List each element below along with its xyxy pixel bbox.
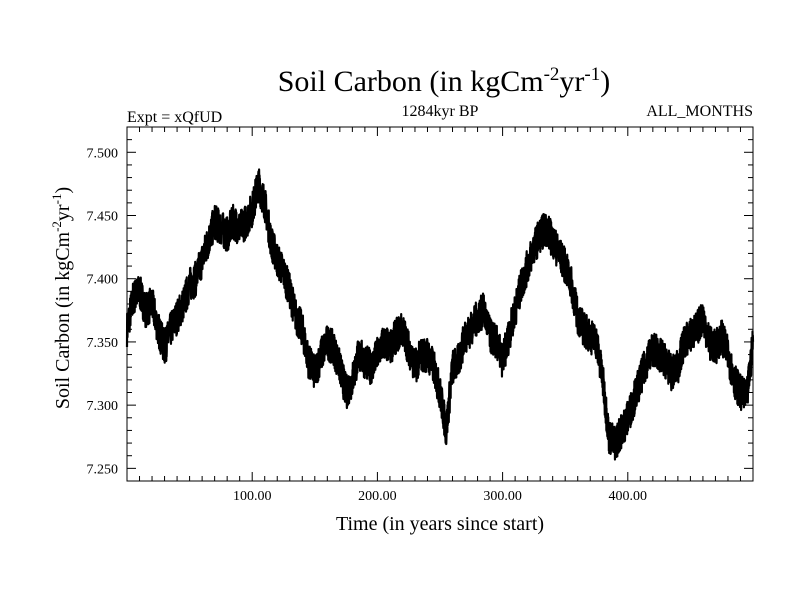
x-tick-label: 100.00 <box>233 489 272 504</box>
experiment-label: Expt = xQfUD <box>127 109 222 126</box>
y-tick-label: 7.500 <box>87 146 119 161</box>
soil-carbon-series-line <box>125 168 755 461</box>
y-tick-label: 7.250 <box>87 462 119 477</box>
y-tick-label: 7.400 <box>87 273 119 288</box>
x-tick-label: 300.00 <box>483 489 522 504</box>
chart-title: Soil Carbon (in kgCm-2yr-1) <box>278 64 611 98</box>
x-tick-label: 400.00 <box>609 489 648 504</box>
y-tick-label: 7.350 <box>87 336 119 351</box>
y-tick-label: 7.450 <box>87 210 119 225</box>
x-tick-label: 200.00 <box>358 489 397 504</box>
plot-frame <box>126 126 754 482</box>
time-period-label: 1284kyr BP <box>402 103 479 120</box>
axis-ticks: 100.00 200.00 300.00 400.00 7.250 7.300 7.350 7… <box>87 126 753 504</box>
y-axis-title: Soil Carbon (in kgCm-2yr-1) <box>49 187 74 409</box>
months-label: ALL_MONTHS <box>646 103 753 120</box>
x-axis-title: Time (in years since start) <box>336 513 544 535</box>
y-tick-label: 7.300 <box>87 399 119 414</box>
